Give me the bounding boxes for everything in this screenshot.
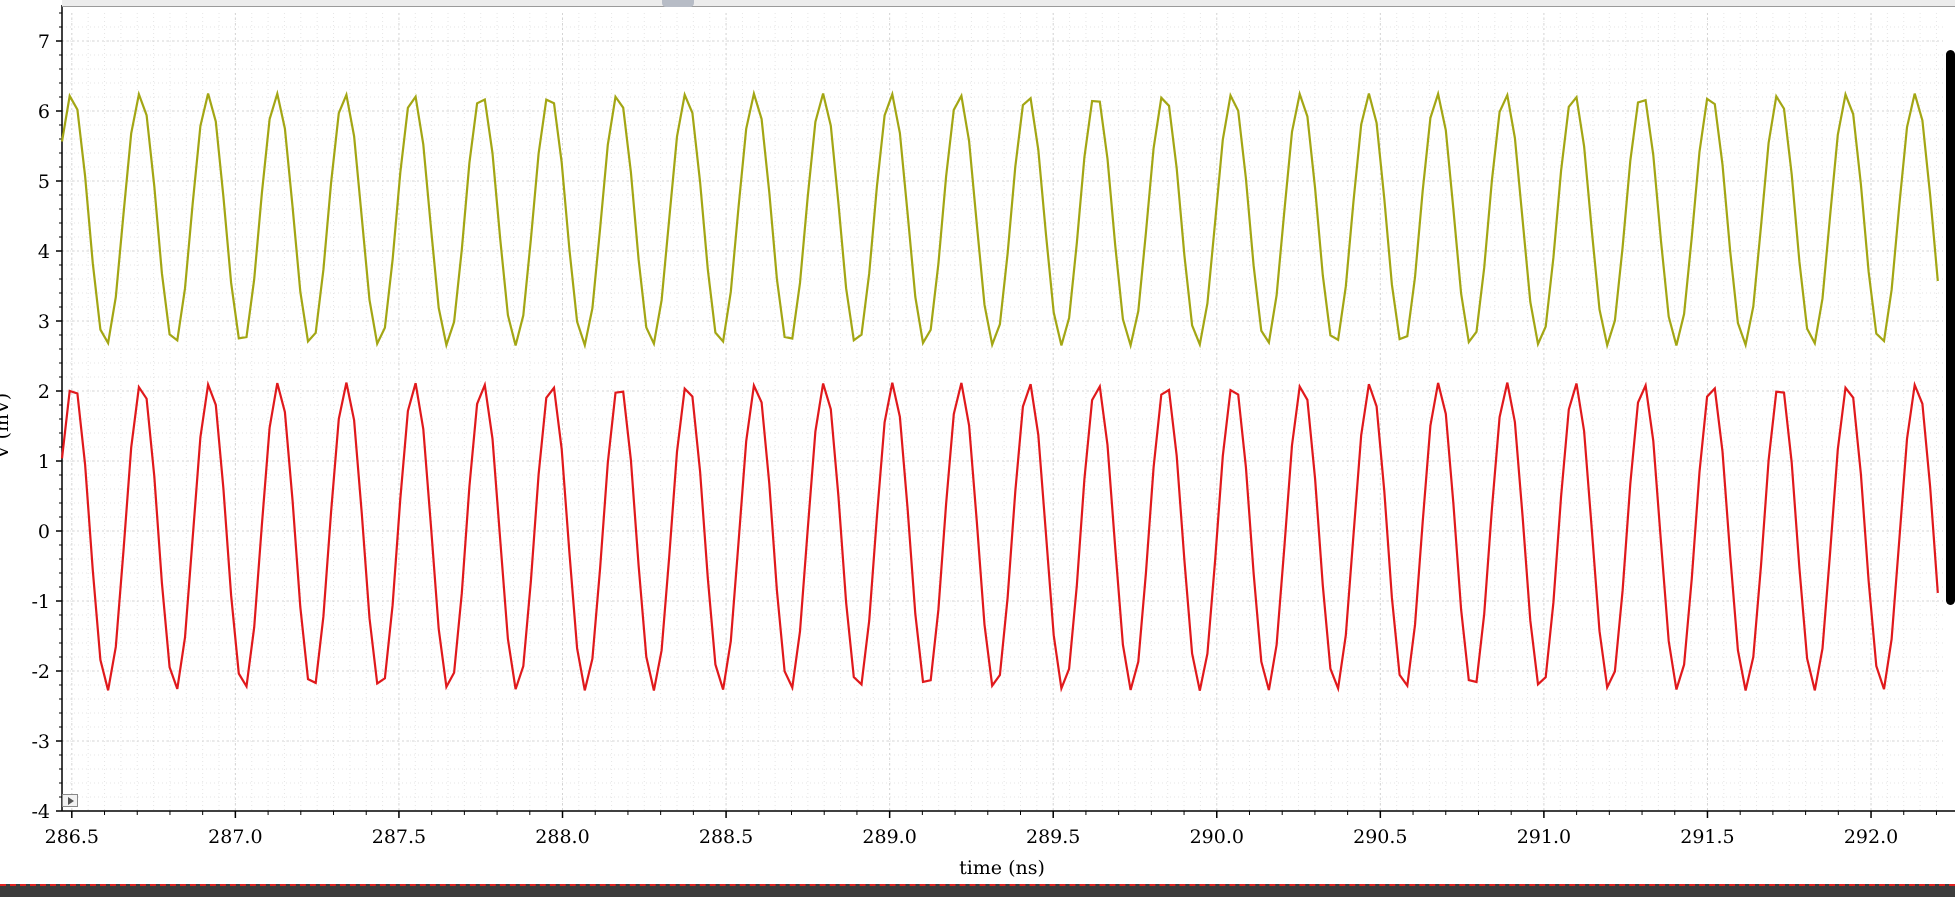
series-2-line[interactable]: [60, 380, 1939, 693]
series-1-line[interactable]: [60, 89, 1939, 350]
y-tick-label: -4: [31, 801, 50, 823]
y-tick-label: 5: [38, 171, 50, 193]
x-tick-label: 288.5: [699, 826, 753, 848]
y-tick-label: -1: [31, 591, 50, 613]
x-tick-label: 290.0: [1190, 826, 1244, 848]
play-icon[interactable]: [62, 794, 78, 807]
tick-labels: -4 -3 -2 -1 0 1 2 3 4 5 6 7 286.5 287.0 287.5 288.0 288.…: [31, 31, 1898, 848]
x-tick-label: 287.0: [208, 826, 262, 848]
y-tick-label: 0: [38, 521, 50, 543]
status-bar: [0, 884, 1955, 897]
x-tick-label: 289.5: [1026, 826, 1080, 848]
x-tick-label: 288.0: [535, 826, 589, 848]
vertical-scrollbar[interactable]: [1946, 50, 1955, 605]
x-tick-label: 286.5: [45, 826, 99, 848]
grid: [62, 13, 1943, 812]
x-tick-label: 290.5: [1353, 826, 1407, 848]
y-tick-label: -3: [31, 731, 50, 753]
y-axis-title: V (mV): [0, 393, 13, 460]
overview-strip[interactable]: [62, 0, 1955, 7]
series-layer: [60, 89, 1939, 693]
y-tick-label: 1: [38, 451, 50, 473]
x-tick-label: 291.5: [1680, 826, 1734, 848]
y-tick-label: 7: [38, 31, 50, 53]
x-tick-label: 287.5: [372, 826, 426, 848]
overview-handle[interactable]: [662, 0, 694, 7]
y-tick-label: 2: [38, 381, 50, 403]
y-tick-label: 3: [38, 311, 50, 333]
x-tick-label: 292.0: [1844, 826, 1898, 848]
x-axis-title: time (ns): [959, 857, 1045, 879]
y-tick-label: 4: [38, 241, 50, 263]
x-tick-label: 289.0: [862, 826, 916, 848]
y-tick-label: 6: [38, 101, 50, 123]
y-tick-label: -2: [31, 661, 50, 683]
x-tick-label: 291.0: [1517, 826, 1571, 848]
